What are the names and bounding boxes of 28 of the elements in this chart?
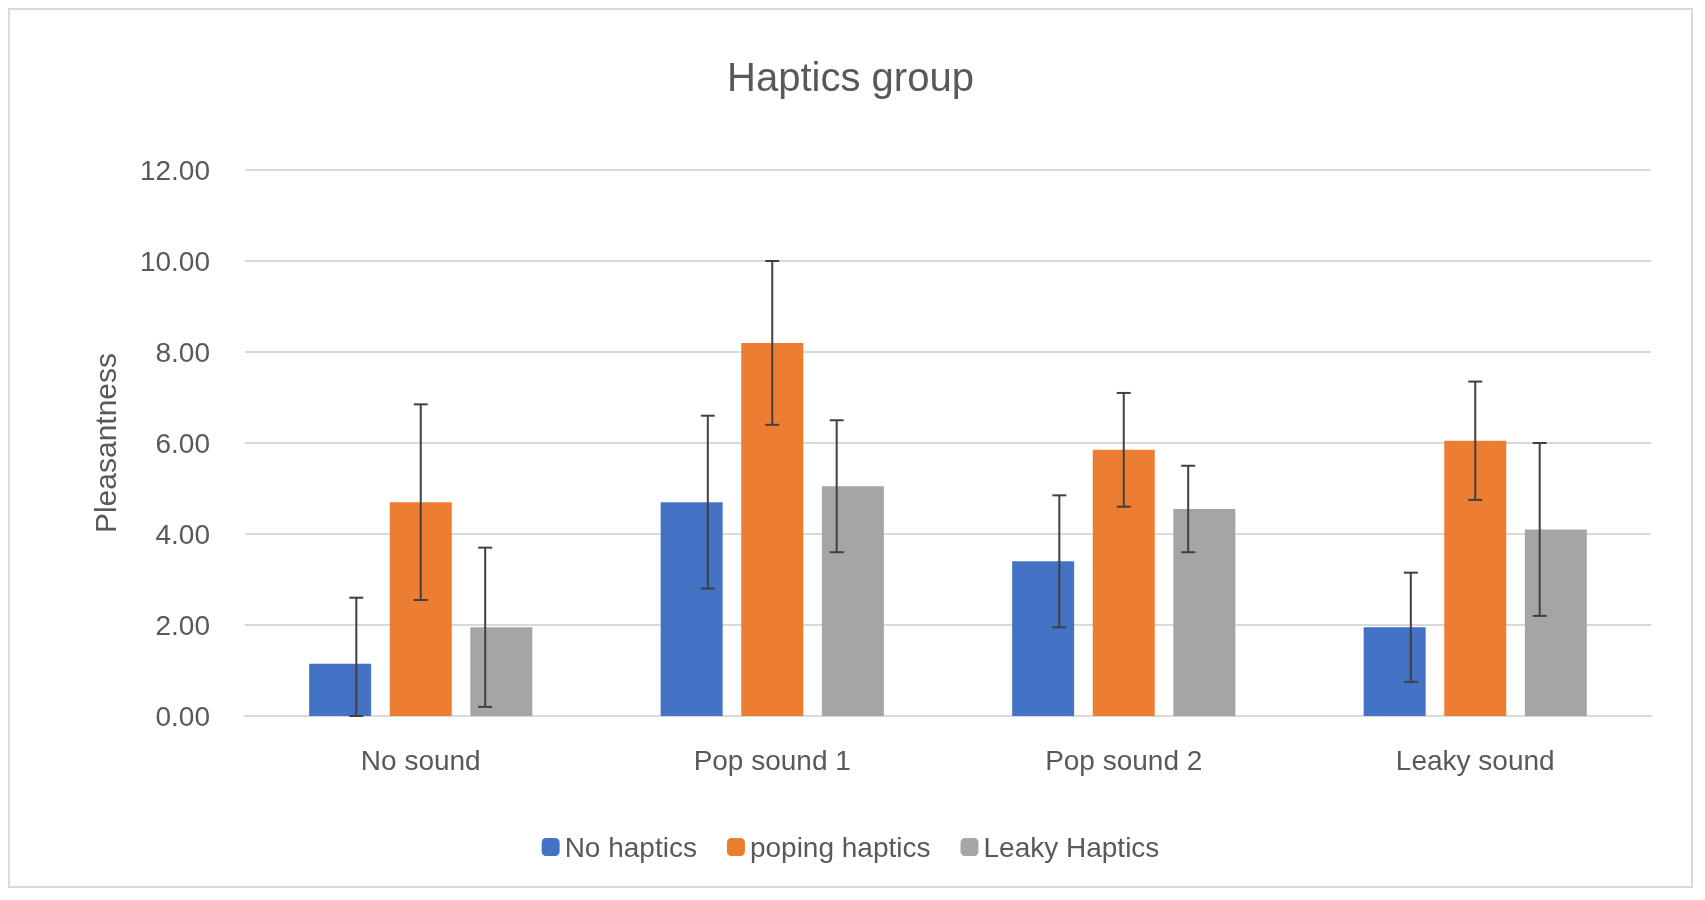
x-tick-label: No sound	[360, 744, 481, 776]
legend-label: poping haptics	[749, 831, 931, 863]
y-tick-label: 4.00	[155, 518, 210, 550]
x-tick-label: Pop sound 2	[1045, 744, 1203, 776]
y-tick-label: 2.00	[155, 609, 210, 641]
y-tick-label: 6.00	[155, 427, 210, 459]
bar	[389, 502, 452, 716]
bar	[821, 486, 884, 716]
bar	[1092, 449, 1155, 716]
bar	[660, 502, 723, 716]
bar	[1524, 529, 1587, 716]
x-tick-label: Leaky sound	[1395, 744, 1555, 776]
y-tick-label: 0.00	[155, 700, 210, 732]
bar	[1363, 627, 1426, 716]
bar	[309, 663, 372, 716]
legend-label: No haptics	[564, 831, 697, 863]
bar	[741, 342, 804, 716]
y-tick-label: 10.00	[139, 245, 210, 277]
bar	[1173, 508, 1236, 716]
bar	[1012, 561, 1075, 716]
x-tick-label: Pop sound 1	[693, 744, 851, 776]
bar	[1444, 440, 1507, 716]
y-tick-label: 12.00	[139, 154, 210, 186]
bar	[470, 627, 533, 716]
y-axis-title: Pleasantness	[88, 352, 122, 534]
legend-label: Leaky Haptics	[983, 831, 1160, 863]
chart-title: Haptics group	[727, 55, 974, 99]
y-tick-label: 8.00	[155, 336, 210, 368]
